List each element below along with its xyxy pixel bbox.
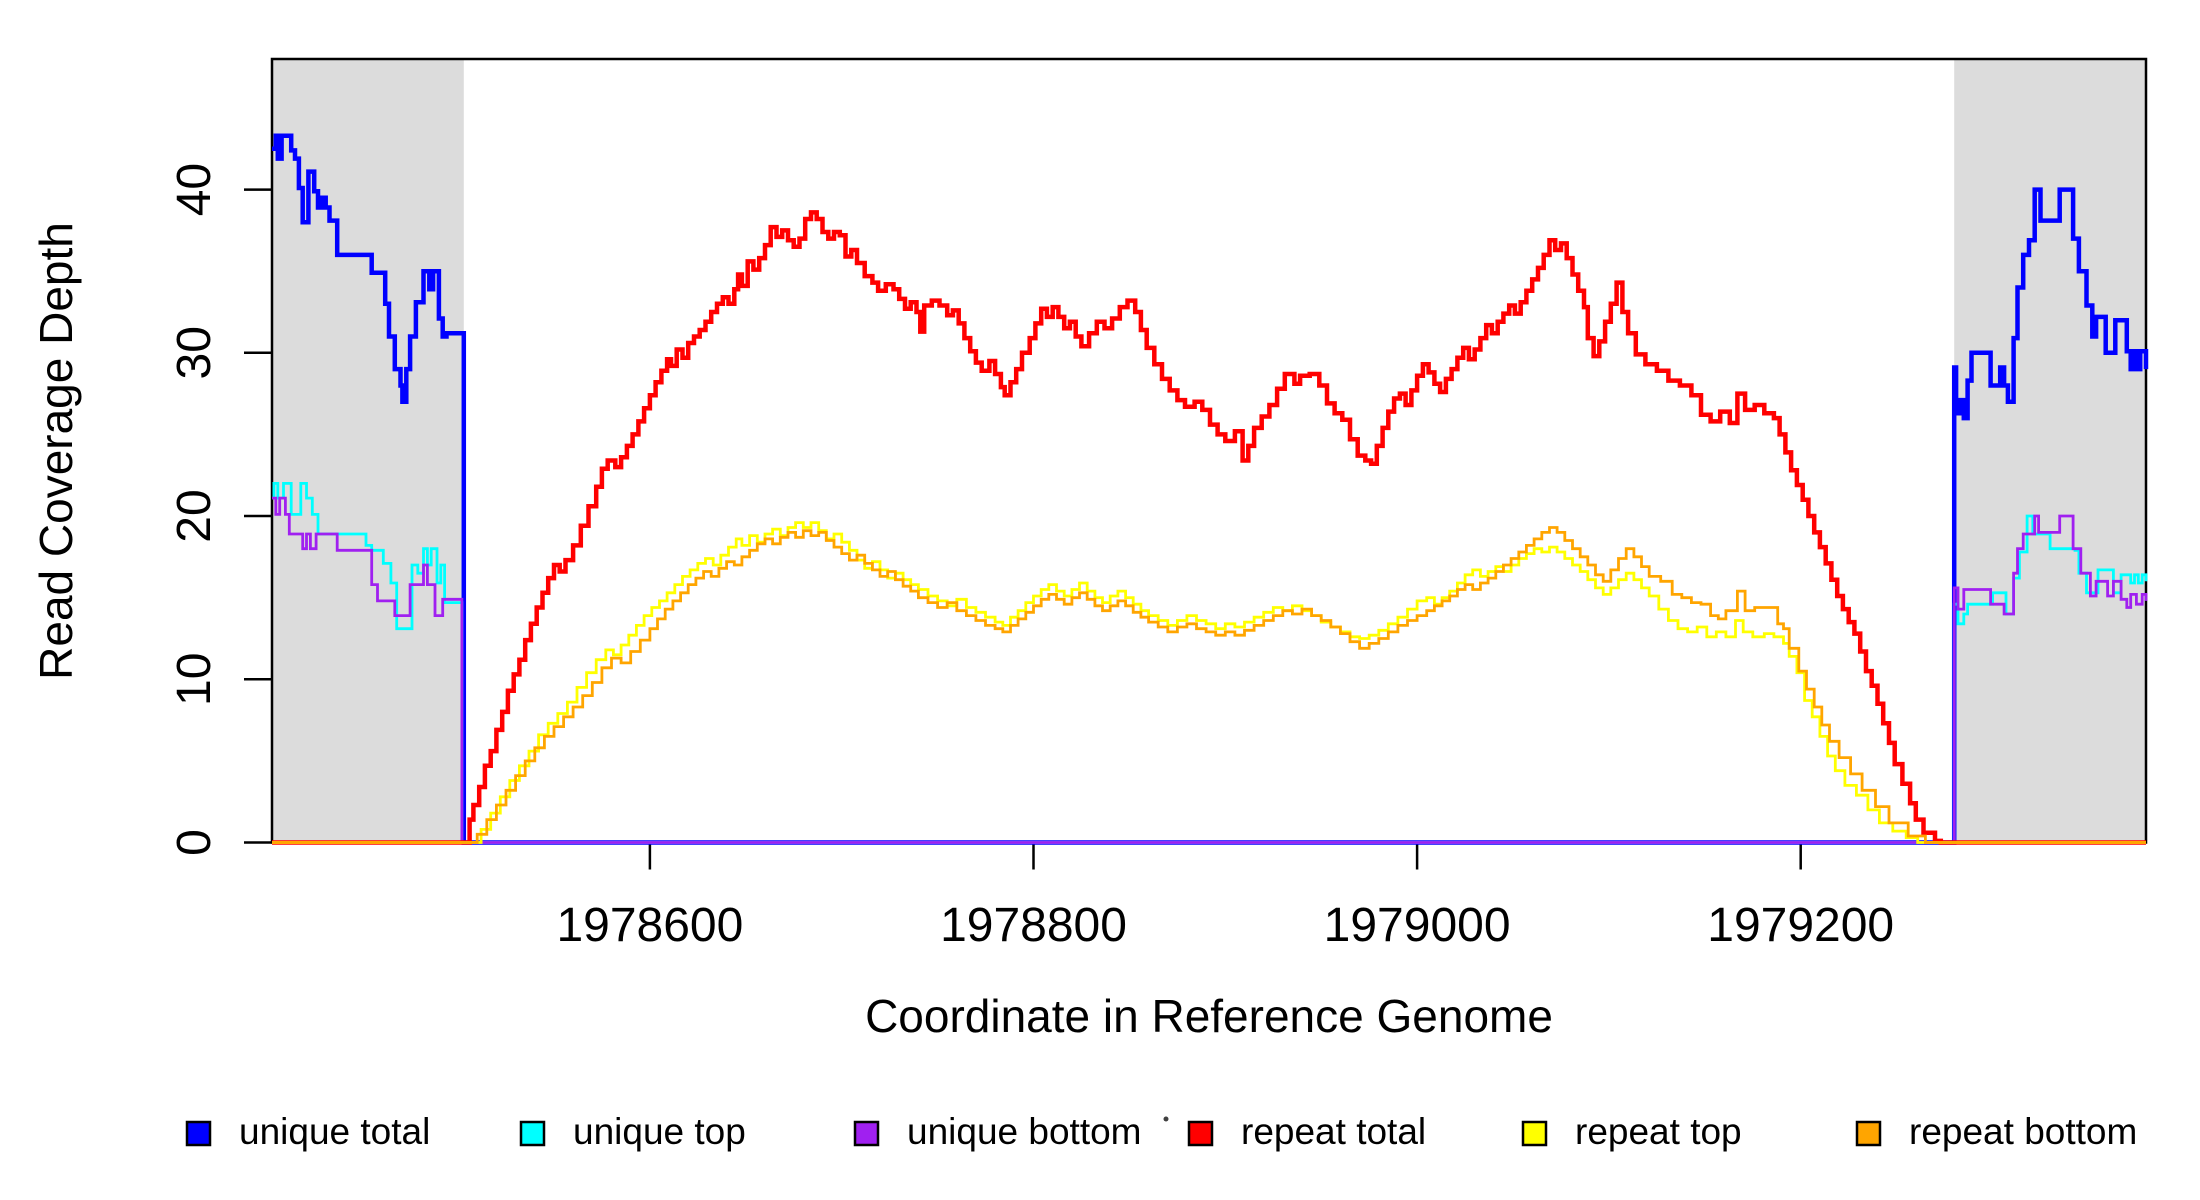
series-line-repeat-bottom <box>272 526 2146 844</box>
legend-label: unique top <box>573 1111 746 1152</box>
plot-box <box>270 57 2148 844</box>
series-line-repeat-total <box>272 210 2146 845</box>
legend-swatch-repeat-total <box>1187 1120 1214 1147</box>
series-line-repeat-top <box>272 521 2146 844</box>
y-tick-label: 20 <box>168 489 221 542</box>
series-line-unique-bottom <box>272 496 2148 844</box>
axis-ticks: 1978600 1978800 1979000 1979200 0 10 20 30 40 <box>168 163 1894 952</box>
legend-item: repeat top <box>1521 1111 1742 1152</box>
stray-dot <box>1163 1116 1169 1122</box>
legend-swatch-repeat-top <box>1521 1120 1548 1147</box>
legend-item: unique top <box>519 1111 746 1152</box>
legend-item: repeat total <box>1187 1111 1426 1152</box>
plot-border <box>270 57 2148 844</box>
shaded-region <box>1954 59 2146 843</box>
legend-label: unique total <box>239 1111 430 1152</box>
y-tick-label: 40 <box>168 163 221 216</box>
legend-label: repeat total <box>1241 1111 1426 1152</box>
x-tick-label: 1979000 <box>1324 899 1511 952</box>
legend-label: repeat top <box>1575 1111 1742 1152</box>
y-axis-title: Read Coverage Depth <box>30 222 82 680</box>
x-tick-label: 1978800 <box>940 899 1127 952</box>
legend-swatch-unique-top <box>519 1120 546 1147</box>
y-tick-label: 30 <box>168 326 221 379</box>
legend-item: unique bottom <box>853 1111 1142 1152</box>
legend-swatch-unique-bottom <box>853 1120 880 1147</box>
series-line-unique-total <box>272 133 2149 845</box>
shaded-regions <box>272 59 2146 843</box>
legend-label: unique bottom <box>907 1111 1142 1152</box>
legend: unique total unique top unique bottom re… <box>185 1111 2137 1152</box>
series-lines <box>272 133 2149 845</box>
y-tick-label: 0 <box>168 829 221 856</box>
x-tick-label: 1979200 <box>1707 899 1894 952</box>
legend-item: unique total <box>185 1111 430 1152</box>
legend-swatch-repeat-bottom <box>1855 1120 1882 1147</box>
x-axis-title: Coordinate in Reference Genome <box>865 990 1553 1042</box>
x-tick-label: 1978600 <box>556 899 743 952</box>
legend-swatch-unique-total <box>185 1120 212 1147</box>
y-tick-label: 10 <box>168 653 221 706</box>
legend-label: repeat bottom <box>1909 1111 2137 1152</box>
legend-item: repeat bottom <box>1855 1111 2137 1152</box>
